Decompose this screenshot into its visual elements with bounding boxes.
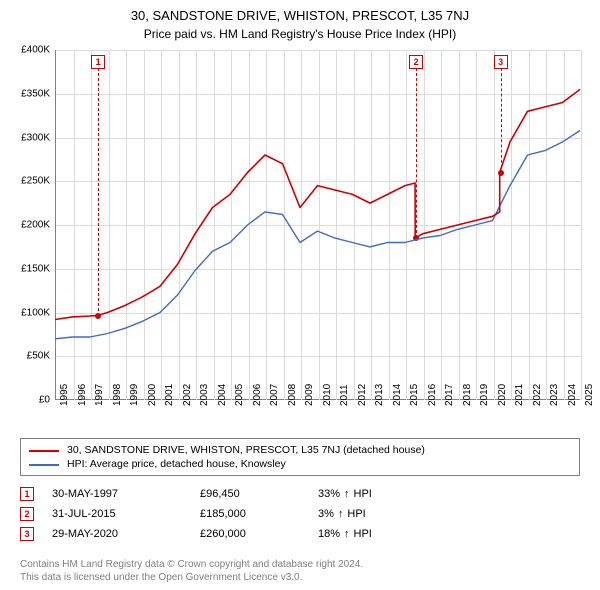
annotation-number-box: 3	[20, 527, 34, 541]
annotation-row: 1 30-MAY-1997 £96,450 33%↑HPI	[20, 484, 580, 504]
annotation-hpi: 33%↑HPI	[318, 488, 372, 500]
chart-container: { "header": { "title": "30, SANDSTONE DR…	[0, 0, 600, 590]
footer-line-2: This data is licensed under the Open Gov…	[20, 571, 580, 584]
annotation-price: £96,450	[200, 488, 300, 500]
gridline-vertical	[581, 50, 582, 400]
legend-label: 30, SANDSTONE DRIVE, WHISTON, PRESCOT, L…	[67, 444, 425, 456]
series-line	[55, 131, 580, 339]
legend-box: 30, SANDSTONE DRIVE, WHISTON, PRESCOT, L…	[20, 438, 580, 476]
footer-line-1: Contains HM Land Registry data © Crown c…	[20, 558, 580, 571]
annotation-row: 2 31-JUL-2015 £185,000 3%↑HPI	[20, 504, 580, 524]
annotation-table: 130-MAY-1997£96,45033%↑HPI231-JUL-2015£1…	[20, 484, 580, 544]
y-axis-label: £50K	[27, 351, 50, 362]
y-axis-label: £0	[39, 395, 50, 406]
y-axis-label: £100K	[21, 307, 50, 318]
annotation-hpi: 3%↑HPI	[318, 508, 366, 520]
annotation-date: 30-MAY-1997	[52, 488, 182, 500]
arrow-up-icon: ↑	[344, 488, 350, 500]
annotation-date: 29-MAY-2020	[52, 528, 182, 540]
legend-row: 30, SANDSTONE DRIVE, WHISTON, PRESCOT, L…	[29, 443, 571, 457]
y-axis-label: £400K	[21, 45, 50, 56]
legend-row: HPI: Average price, detached house, Know…	[29, 457, 571, 471]
y-axis-label: £150K	[21, 263, 50, 274]
legend-swatch	[29, 464, 59, 466]
annotation-number-box: 1	[20, 487, 34, 501]
chart-title: 30, SANDSTONE DRIVE, WHISTON, PRESCOT, L…	[0, 0, 600, 23]
legend-label: HPI: Average price, detached house, Know…	[67, 458, 286, 470]
annotation-hpi: 18%↑HPI	[318, 528, 372, 540]
footer-attribution: Contains HM Land Registry data © Crown c…	[20, 558, 580, 584]
y-axis-label: £350K	[21, 88, 50, 99]
annotation-row: 3 29-MAY-2020 £260,000 18%↑HPI	[20, 524, 580, 544]
annotation-price: £260,000	[200, 528, 300, 540]
y-axis-label: £200K	[21, 220, 50, 231]
annotation-number-box: 2	[20, 507, 34, 521]
annotation-date: 31-JUL-2015	[52, 508, 182, 520]
x-axis-label: 2025	[584, 384, 595, 406]
legend-swatch	[29, 450, 59, 452]
chart-lines	[55, 50, 580, 400]
y-axis-label: £250K	[21, 176, 50, 187]
chart-plot-area: £0£50K£100K£150K£200K£250K£300K£350K£400…	[55, 50, 580, 400]
chart-subtitle: Price paid vs. HM Land Registry's House …	[0, 23, 600, 41]
annotation-price: £185,000	[200, 508, 300, 520]
arrow-up-icon: ↑	[338, 508, 344, 520]
arrow-up-icon: ↑	[344, 528, 350, 540]
y-axis-label: £300K	[21, 132, 50, 143]
